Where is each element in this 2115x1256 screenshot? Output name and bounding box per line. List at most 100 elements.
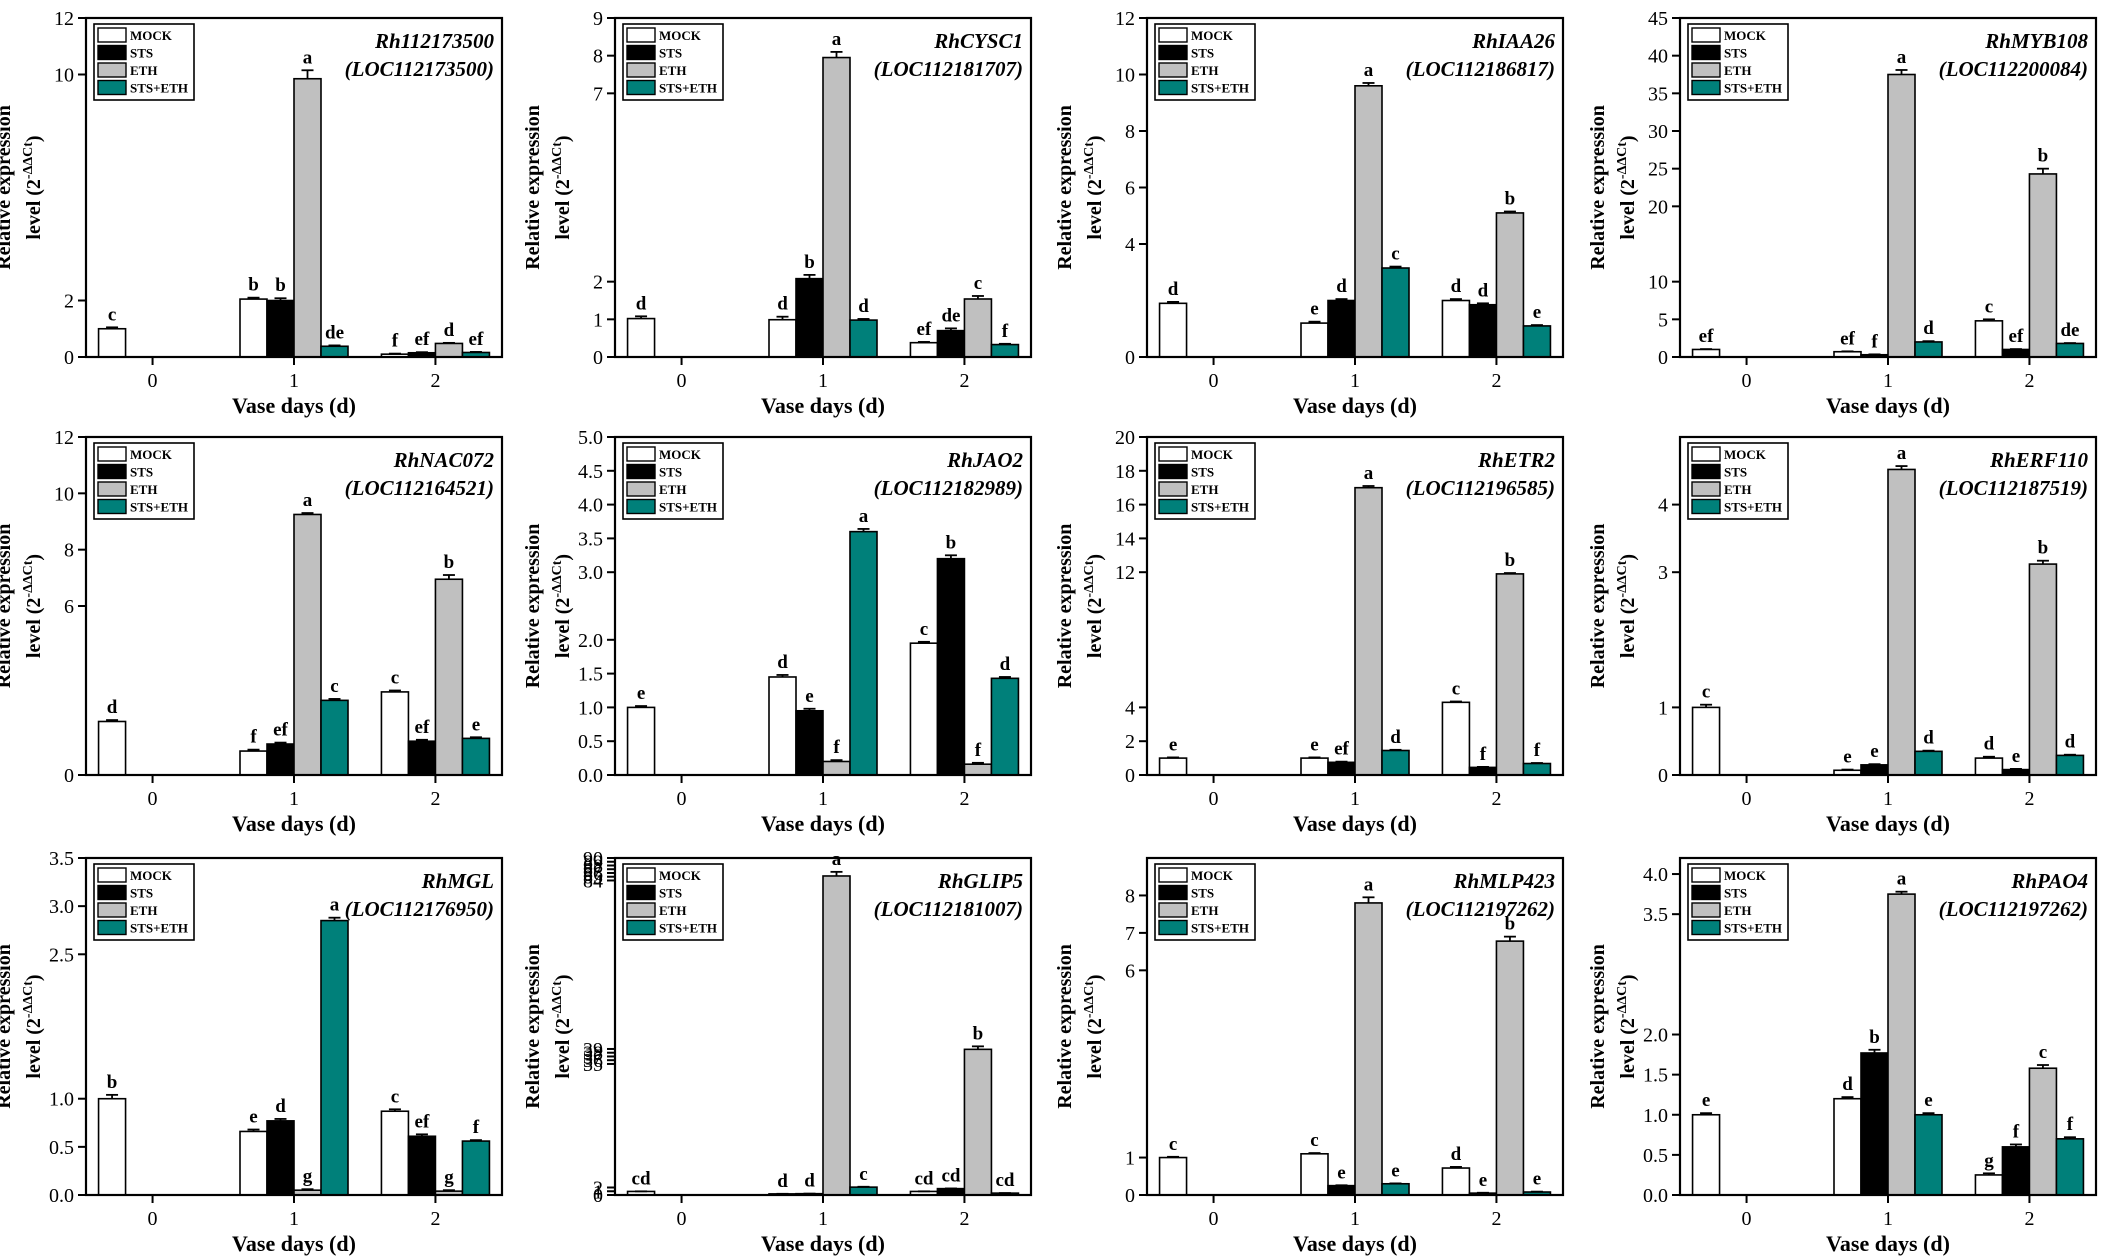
y-tick-label: 7 (593, 83, 603, 105)
significance-label: ef (2009, 326, 2024, 347)
gene-name: RhIAA26 (1471, 29, 1555, 53)
y-tick-label: 1 (593, 309, 603, 331)
bar (2001, 348, 2031, 358)
bar (97, 720, 127, 776)
y-tick-label: 0 (1125, 765, 1135, 787)
y-axis-title-close: ) (552, 554, 574, 561)
bar (936, 557, 966, 776)
significance-label: c (108, 304, 116, 325)
legend-label: MOCK (1191, 28, 1234, 43)
legend-swatch-mock (97, 27, 127, 43)
bar (320, 919, 349, 1196)
bar (2028, 1067, 2058, 1196)
significance-label: d (1336, 276, 1347, 297)
x-tick-label: 2 (959, 370, 969, 392)
gene-name: Rh112173500 (374, 29, 495, 53)
x-axis-title: Vase days (d) (232, 1231, 356, 1256)
legend-swatch-eth (97, 62, 127, 78)
bar (1495, 573, 1525, 776)
bar (768, 676, 797, 776)
legend-swatch-eth (626, 902, 656, 918)
legend-label: STS (1191, 886, 1214, 901)
significance-label: d (275, 1096, 286, 1117)
y-tick-label: 2.0 (1643, 1025, 1668, 1047)
bar (97, 327, 127, 358)
bar (1354, 902, 1383, 1196)
significance-label: d (1000, 654, 1011, 675)
significance-label: ef (415, 329, 430, 350)
significance-label: e (1924, 1090, 1932, 1111)
y-axis-title-close: ) (1617, 974, 1639, 981)
axes-frame (613, 856, 1033, 1197)
bar (1441, 701, 1471, 776)
legend-swatch-sts (1158, 884, 1188, 901)
legend-swatch-sts-eth (1158, 919, 1188, 936)
y-tick-label: 0.0 (1643, 1185, 1668, 1207)
axes-frame (1145, 856, 1565, 1197)
y-tick-label: 4 (1658, 495, 1668, 517)
legend-swatch-sts (626, 884, 656, 901)
legend-swatch-sts-eth (1691, 919, 1721, 936)
legend-swatch-eth (1158, 481, 1188, 497)
legend-label: STS+ETH (1724, 921, 1782, 936)
y-tick-label: 0 (593, 347, 603, 369)
bar (909, 341, 939, 358)
bar (626, 706, 656, 776)
panel-rhjao2: e0defa1cbfd20.00.51.01.52.03.03.54.04.55… (522, 427, 1033, 836)
x-axis-title: Vase days (d) (1826, 393, 1950, 418)
legend: MOCK STS ETH STS+ETH (622, 442, 724, 520)
significance-label: c (1702, 682, 1710, 703)
legend: MOCK STS ETH STS+ETH (1154, 23, 1256, 101)
significance-label: cd (941, 1165, 960, 1186)
bar (266, 743, 295, 776)
y-tick-label: 1.5 (578, 664, 603, 686)
bar (1158, 1156, 1188, 1196)
significance-label: a (303, 490, 313, 511)
y-tick-label: 9 (593, 8, 603, 30)
x-tick-label: 2 (430, 788, 440, 810)
x-axis-title: Vase days (d) (761, 393, 885, 418)
x-tick-label: 0 (148, 1208, 158, 1230)
legend-swatch-mock (626, 27, 656, 43)
bar (1974, 1174, 2004, 1196)
bar (849, 319, 878, 358)
legend-label: MOCK (659, 447, 702, 462)
axes-frame (613, 435, 1033, 777)
y-axis-title: Relative expression level (2-ΔΔCt) (1587, 524, 1639, 689)
significance-label: a (1897, 869, 1907, 890)
legend-swatch-sts-eth (626, 498, 656, 515)
x-tick-label: 0 (677, 370, 687, 392)
legend: MOCK STS ETH STS+ETH (93, 23, 195, 101)
y-tick-label: 89 (583, 852, 603, 874)
y-axis-title-line2: level (2 (552, 179, 574, 240)
legend-label: ETH (1724, 482, 1751, 497)
significance-label: d (1923, 318, 1934, 339)
legend: MOCK STS ETH STS+ETH (1154, 863, 1256, 941)
bar (1468, 303, 1498, 358)
legend-swatch-sts-eth (97, 498, 127, 515)
legend: MOCK STS ETH STS+ETH (1687, 23, 1789, 101)
bar (1691, 1113, 1721, 1196)
y-tick-label: 14 (1115, 528, 1135, 550)
significance-label: e (472, 714, 480, 735)
gene-locus: (LOC112181007) (874, 897, 1023, 921)
y-tick-label: 36 (583, 1050, 603, 1072)
significance-label: c (1452, 678, 1460, 699)
x-tick-label: 0 (1209, 370, 1219, 392)
gene-locus: (LOC112197262) (1939, 897, 2088, 921)
y-tick-label: 3.0 (578, 562, 603, 584)
legend-swatch-eth (1158, 62, 1188, 78)
significance-label: c (974, 273, 982, 294)
y-tick-label: 4.5 (578, 461, 603, 483)
significance-label: d (1168, 279, 1179, 300)
y-axis-title: Relative expression level (2-ΔΔCt) (1587, 105, 1639, 270)
legend-label: STS (130, 46, 153, 61)
significance-label: d (2065, 732, 2076, 753)
y-tick-label: 1.0 (1643, 1105, 1668, 1127)
x-tick-label: 2 (959, 1208, 969, 1230)
legend-label: ETH (130, 482, 157, 497)
bar (1381, 267, 1410, 358)
legend-swatch-sts (626, 463, 656, 480)
